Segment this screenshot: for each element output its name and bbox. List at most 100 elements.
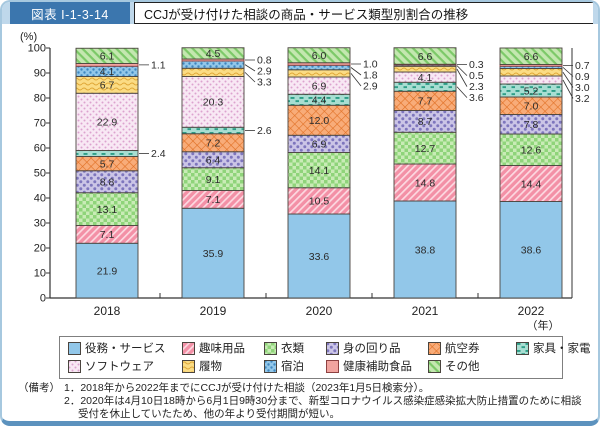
segment-label: 35.9 bbox=[203, 248, 224, 260]
y-tick-label: 90 bbox=[34, 68, 46, 80]
segment-label: 14.4 bbox=[521, 178, 542, 190]
bar-segment bbox=[499, 47, 563, 65]
stacked-bar-chart: (%) 0 10 20 30 40 50 60 70 80 90 100 21.9 7.1 13.1 8.8 5… bbox=[20, 31, 590, 332]
segment-label: 7.7 bbox=[418, 96, 433, 108]
x-axis-label: 2019 bbox=[200, 304, 227, 318]
y-tick-label: 70 bbox=[34, 118, 46, 130]
segment-label: 8.7 bbox=[418, 116, 433, 128]
x-axis-label: 2022 bbox=[518, 304, 545, 318]
callout-line bbox=[350, 73, 362, 87]
segment-label: 12.0 bbox=[309, 115, 330, 127]
legend-label: 健康補助食品 bbox=[343, 361, 412, 373]
legend-swatch bbox=[68, 359, 81, 373]
legend-swatch bbox=[428, 341, 441, 355]
bar-segment bbox=[287, 64, 351, 71]
y-tick-label: 30 bbox=[34, 218, 46, 230]
bar-segment bbox=[181, 126, 245, 135]
y-tick-label: 50 bbox=[34, 168, 46, 180]
x-axis-label: 2020 bbox=[306, 304, 333, 318]
bar-segment bbox=[287, 213, 351, 299]
segment-label: 33.6 bbox=[309, 251, 330, 263]
legend-item: 趣味用品 bbox=[182, 340, 264, 356]
legend-swatch bbox=[326, 341, 339, 355]
y-tick-label: 40 bbox=[34, 193, 46, 205]
bar-segment bbox=[393, 65, 457, 73]
callout-label: 1.8 bbox=[363, 70, 378, 82]
segment-label: 14.1 bbox=[309, 165, 330, 177]
callout-label: 0.3 bbox=[469, 59, 484, 71]
segment-label: 8.8 bbox=[100, 177, 115, 189]
segment-label: 6.1 bbox=[100, 51, 115, 63]
legend-swatch bbox=[516, 341, 529, 355]
legend-item: 身の回り品 bbox=[326, 340, 428, 356]
callout-label: 0.9 bbox=[575, 71, 590, 83]
bar-segment bbox=[393, 131, 457, 165]
callout-line bbox=[350, 67, 362, 76]
legend-label: 衣類 bbox=[281, 343, 304, 355]
bar-segment bbox=[287, 152, 351, 189]
callout-line bbox=[456, 86, 468, 98]
legend-swatch bbox=[264, 359, 277, 373]
chart-legend: 役務・サービス 趣味用品 衣類 身の回り品 航空券 家具・家電 ソフトウェア 履物 宿泊 健康補助… bbox=[59, 336, 591, 379]
legend-swatch bbox=[264, 341, 277, 355]
figure-title: CCJが受け付けた相談の商品・サービス類型別割合の推移 bbox=[134, 2, 593, 24]
legend-label: 履物 bbox=[199, 361, 222, 373]
callout-label: 1.0 bbox=[363, 59, 378, 71]
legend-label: ソフトウェア bbox=[85, 361, 154, 373]
legend-item: 航空券 bbox=[428, 340, 516, 356]
y-axis-unit: (%) bbox=[20, 31, 37, 43]
segment-label: 9.1 bbox=[206, 174, 221, 186]
segment-label: 6.6 bbox=[418, 51, 433, 63]
legend-item: ソフトウェア bbox=[68, 358, 182, 374]
note-item: 2．2020年は4月10日18時から6月1日9時30分まで、新型コロナウイルス感… bbox=[64, 395, 582, 420]
legend-swatch bbox=[428, 359, 441, 373]
bar-segment bbox=[181, 47, 245, 60]
segment-label: 6.7 bbox=[100, 80, 115, 92]
bar-segment bbox=[75, 92, 139, 151]
segment-label: 6.6 bbox=[524, 51, 539, 63]
legend-label: 身の回り品 bbox=[343, 343, 401, 355]
callout-line bbox=[562, 72, 574, 88]
segment-label: 14.8 bbox=[415, 177, 436, 189]
callout-label: 0.5 bbox=[469, 70, 484, 82]
y-tick-label: 10 bbox=[34, 268, 46, 280]
bar-segment bbox=[181, 67, 245, 77]
bar-segment bbox=[75, 192, 139, 226]
y-tick-label: 0 bbox=[40, 293, 46, 305]
y-tick-label: 60 bbox=[34, 143, 46, 155]
bar-segment bbox=[499, 68, 563, 77]
callout-label: 2.3 bbox=[469, 81, 484, 93]
callout-label: 2.9 bbox=[257, 66, 272, 78]
legend-item: 役務・サービス bbox=[68, 340, 182, 356]
x-axis-year-suffix: （年） bbox=[527, 318, 560, 332]
legend-item: 衣類 bbox=[264, 340, 326, 356]
segment-label: 7.0 bbox=[524, 101, 539, 113]
callout-line bbox=[456, 65, 468, 76]
segment-label: 5.2 bbox=[524, 85, 539, 97]
bar-segment bbox=[393, 163, 457, 202]
segment-label: 21.9 bbox=[97, 265, 118, 277]
bar-segment bbox=[181, 207, 245, 299]
bar-segment bbox=[181, 60, 245, 69]
bar-segment bbox=[287, 47, 351, 64]
callout-label: 2.6 bbox=[257, 125, 272, 137]
bar-segment bbox=[75, 150, 139, 157]
notes-label: （備考） bbox=[18, 382, 60, 394]
segment-label: 6.0 bbox=[312, 50, 327, 62]
segment-label: 6.9 bbox=[312, 80, 327, 92]
callout-label: 0.8 bbox=[257, 55, 272, 67]
notes-body: 1．2018年から2022年までにCCJが受け付けた相談（2023年1月5日検索… bbox=[64, 382, 590, 421]
legend-swatch bbox=[182, 341, 195, 355]
note-item: 1．2018年から2022年までにCCJが受け付けた相談（2023年1月5日検索… bbox=[64, 382, 430, 394]
legend-item: 履物 bbox=[182, 358, 264, 374]
callout-line bbox=[562, 79, 574, 99]
bar-segment bbox=[75, 47, 139, 64]
y-tick-label: 100 bbox=[28, 43, 46, 55]
segment-label: 12.6 bbox=[521, 145, 542, 157]
callout-label: 3.6 bbox=[469, 92, 484, 104]
legend-label: 役務・サービス bbox=[85, 343, 166, 355]
callout-line bbox=[456, 68, 468, 87]
segment-label: 6.4 bbox=[206, 155, 221, 167]
bar-segment bbox=[181, 76, 245, 128]
